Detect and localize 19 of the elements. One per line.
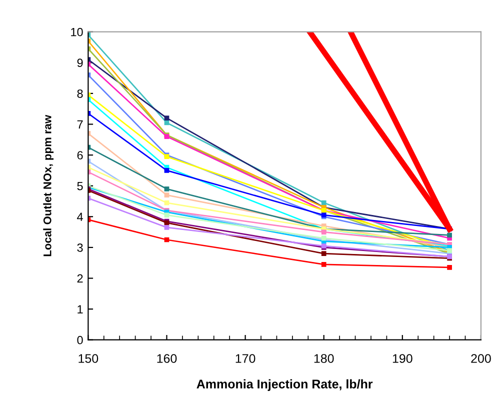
y-tick-label: 9 — [77, 58, 83, 68]
x-tick-label: 200 — [471, 354, 491, 363]
y-tick-label: 8 — [77, 89, 83, 98]
y-tick-label: 2 — [77, 274, 83, 283]
x-tick-label: 160 — [157, 354, 177, 363]
y-tick-label: 4 — [77, 212, 83, 221]
x-tick-label: 170 — [236, 354, 256, 363]
y-axis-title: Local Outlet NOx, ppm raw — [43, 114, 54, 256]
x-axis-title: Ammonia Injection Rate, lb/hr — [196, 379, 373, 391]
y-tick-label: 0 — [77, 336, 83, 344]
x-tick-label: 190 — [392, 354, 412, 363]
x-tick-label: 150 — [78, 354, 98, 363]
y-tick-label: 1 — [78, 305, 83, 314]
y-tick-label: 3 — [77, 243, 83, 252]
y-tick-label: 7 — [77, 120, 83, 129]
y-tick-label: 6 — [77, 151, 83, 160]
x-tick-label: 180 — [314, 354, 334, 363]
y-tick-label: 5 — [77, 182, 83, 190]
y-tick-label: 10 — [71, 28, 83, 36]
